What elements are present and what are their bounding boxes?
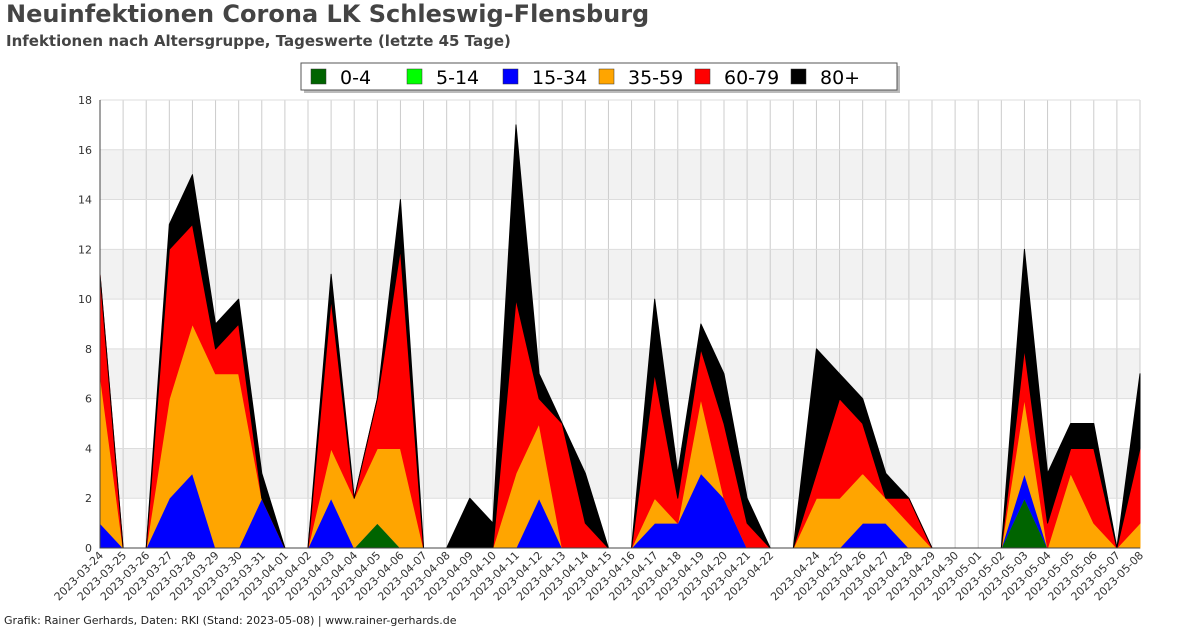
grid-bands <box>100 149 1140 499</box>
y-tick-label: 2 <box>85 492 92 505</box>
y-tick-label: 10 <box>78 293 92 306</box>
legend-label: 60-79 <box>724 67 779 89</box>
y-tick-label: 12 <box>78 243 92 256</box>
legend-label: 0-4 <box>340 67 371 89</box>
y-tick-label: 0 <box>85 542 92 555</box>
y-tick-label: 8 <box>85 343 92 356</box>
y-tick-label: 6 <box>85 393 92 406</box>
grid-band <box>100 448 1140 499</box>
legend-label: 80+ <box>820 67 860 89</box>
legend-label: 35-59 <box>628 67 683 89</box>
footer-credit: Grafik: Rainer Gerhards, Daten: RKI (Sta… <box>4 614 457 627</box>
grid-band <box>100 149 1140 200</box>
legend-swatch <box>406 68 423 85</box>
y-tick-label: 14 <box>78 194 92 207</box>
x-tick-labels: 2023-03-242023-03-252023-03-262023-03-27… <box>52 549 1146 603</box>
legend-swatch <box>694 68 711 85</box>
legend-swatch <box>502 68 519 85</box>
axes <box>99 100 1140 549</box>
legend-swatch <box>310 68 327 85</box>
legend: 0-4 5-14 15-34 35-59 60-79 80+ <box>300 62 900 93</box>
y-tick-labels: 0 2 4 6 8 10 12 14 16 18 <box>78 94 92 555</box>
y-tick-label: 16 <box>78 144 92 157</box>
legend-swatch <box>790 68 807 85</box>
grid-band <box>100 249 1140 300</box>
legend-swatch <box>598 68 615 85</box>
legend-label: 5-14 <box>436 67 479 89</box>
grid-band <box>100 348 1140 399</box>
chart-title: Neuinfektionen Corona LK Schleswig-Flens… <box>6 0 650 28</box>
y-tick-label: 4 <box>85 442 92 455</box>
chart-subtitle: Infektionen nach Altersgruppe, Tageswert… <box>6 32 511 50</box>
y-tick-label: 18 <box>78 94 92 107</box>
legend-label: 15-34 <box>532 67 587 89</box>
